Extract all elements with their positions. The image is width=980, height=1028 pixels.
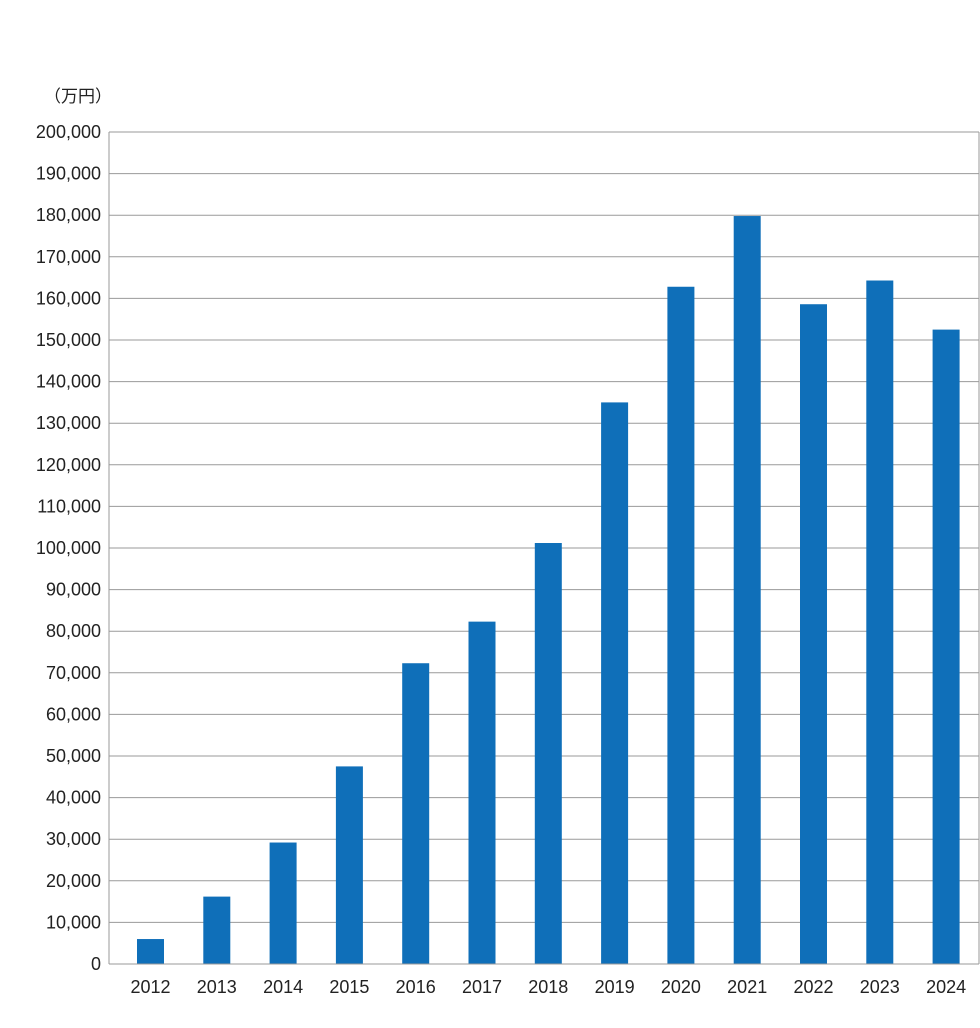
axes <box>108 132 980 965</box>
y-tick-label: 90,000 <box>46 580 101 600</box>
y-tick-label: 10,000 <box>46 912 101 932</box>
x-tick-label: 2018 <box>528 977 568 997</box>
y-tick-label: 190,000 <box>36 164 101 184</box>
y-tick-label: 150,000 <box>36 330 101 350</box>
y-tick-label: 60,000 <box>46 704 101 724</box>
bar <box>335 766 363 964</box>
bar <box>667 286 695 964</box>
y-tick-labels: 0 10,000 20,000 30,000 40,000 50,000 60,000 70,… <box>36 122 101 974</box>
bar <box>534 543 562 964</box>
y-tick-label: 110,000 <box>37 496 101 516</box>
y-tick-label: 160,000 <box>36 288 101 308</box>
y-tick-label: 200,000 <box>36 122 101 142</box>
x-tick-label: 2013 <box>197 977 237 997</box>
y-tick-label: 130,000 <box>36 413 101 433</box>
y-tick-label: 0 <box>91 954 101 974</box>
bar <box>269 842 297 964</box>
x-tick-label: 2022 <box>793 977 833 997</box>
y-tick-label: 120,000 <box>36 455 101 475</box>
gridlines <box>109 131 979 923</box>
bar <box>203 896 231 964</box>
bar <box>866 280 894 965</box>
y-tick-label: 170,000 <box>36 247 101 267</box>
bar <box>137 939 164 964</box>
y-tick-label: 20,000 <box>46 871 101 891</box>
y-unit-label: （万円） <box>44 87 112 107</box>
bars <box>137 216 960 965</box>
x-tick-label: 2024 <box>926 977 966 997</box>
bar <box>601 402 629 964</box>
x-tick-label: 2015 <box>329 977 369 997</box>
y-tick-label: 100,000 <box>36 538 101 558</box>
x-tick-label: 2020 <box>661 977 701 997</box>
bar <box>402 663 430 964</box>
bar <box>800 304 827 964</box>
x-tick-label: 2021 <box>727 977 767 997</box>
x-tick-label: 2017 <box>462 977 502 997</box>
y-tick-label: 180,000 <box>36 205 101 225</box>
bar <box>733 216 761 965</box>
x-tick-labels: 2012 2013 2014 2015 2016 2017 2018 2019 2020 2021… <box>130 977 966 997</box>
x-tick-label: 2012 <box>130 977 170 997</box>
y-tick-label: 50,000 <box>46 746 101 766</box>
x-tick-label: 2023 <box>860 977 900 997</box>
x-tick-label: 2016 <box>396 977 436 997</box>
bar <box>468 621 496 964</box>
y-tick-label: 140,000 <box>36 372 101 392</box>
y-tick-label: 40,000 <box>46 788 101 808</box>
y-tick-label: 80,000 <box>46 621 101 641</box>
y-tick-label: 30,000 <box>46 829 101 849</box>
bar <box>932 329 960 965</box>
x-tick-label: 2019 <box>595 977 635 997</box>
x-tick-label: 2014 <box>263 977 303 997</box>
y-tick-label: 70,000 <box>46 663 101 683</box>
